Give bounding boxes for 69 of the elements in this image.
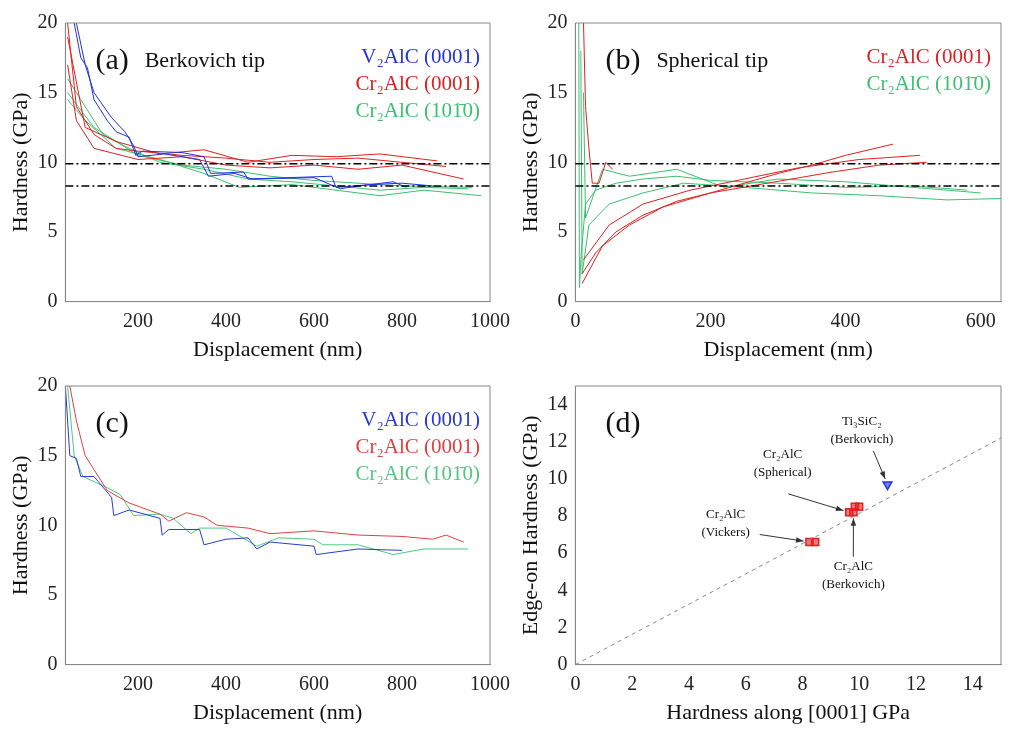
x-tick-label: 8 xyxy=(797,671,808,694)
text: Cr₂AlC (0001) xyxy=(355,70,480,95)
y-tick-label: 20 xyxy=(37,373,58,396)
x-tick-label: 12 xyxy=(905,671,926,694)
y-tick-label: 6 xyxy=(557,540,568,563)
y-tick-label: 10 xyxy=(37,149,58,172)
annotation: Berkovich tip xyxy=(144,46,266,72)
x-tick-label: 1000 xyxy=(470,308,510,331)
x-axis-title: Hardness along [0001] GPa xyxy=(666,698,911,724)
y-tick-label: 10 xyxy=(547,149,568,172)
x-tick-label: 1000 xyxy=(470,671,510,694)
y-tick-label: 15 xyxy=(37,79,58,102)
x-tick-label: 600 xyxy=(299,308,329,331)
x-tick-label: 10 xyxy=(849,671,870,694)
x-tick-label: 800 xyxy=(387,308,417,331)
x-tick-label: 600 xyxy=(965,308,996,331)
annotation: Cr₂AlC (Spherical) xyxy=(753,446,812,480)
y-tick-label: 20 xyxy=(547,10,568,33)
y-tick-label: 0 xyxy=(557,651,568,674)
x-tick-label: 800 xyxy=(387,671,417,694)
y-tick-label: 4 xyxy=(557,577,568,600)
x-tick-label: 400 xyxy=(211,308,241,331)
y-axis-title: Hardness (GPa) xyxy=(516,92,542,233)
x-axis-title: Displacement (nm) xyxy=(193,698,363,724)
x-tick-label: 400 xyxy=(211,671,241,694)
x-tick-label: 200 xyxy=(123,308,153,331)
x-tick-label: 2 xyxy=(627,671,638,694)
x-tick-label: 200 xyxy=(695,308,726,331)
y-tick-label: 0 xyxy=(557,288,568,311)
y-axis-title: Hardness (GPa) xyxy=(6,92,32,233)
y-tick-label: 5 xyxy=(47,582,58,605)
y-tick-label: 15 xyxy=(547,79,568,102)
y-tick-label: 15 xyxy=(37,442,58,465)
x-tick-label: 400 xyxy=(830,308,861,331)
y-tick-label: 10 xyxy=(37,512,58,535)
annotation: (b) xyxy=(605,41,641,76)
y-tick-label: 0 xyxy=(47,288,58,311)
y-tick-label: 5 xyxy=(47,219,58,242)
annotation: Cr₂AlC (Vickers) xyxy=(701,505,750,539)
y-axis-title: Hardness (GPa) xyxy=(6,455,32,596)
text: Cr₂AlC (101̄0) xyxy=(355,460,480,485)
annotation: Cr₂AlC (Berkovich) xyxy=(821,557,885,591)
y-tick-label: 20 xyxy=(37,10,58,33)
text: V₂AlC (0001) xyxy=(361,406,480,431)
text: Cr₂AlC (101̄0) xyxy=(866,70,991,95)
y-tick-label: 10 xyxy=(547,466,568,489)
x-tick-label: 200 xyxy=(123,671,153,694)
x-axis-title: Displacement (nm) xyxy=(193,335,363,361)
x-axis-title: Displacement (nm) xyxy=(703,335,873,361)
x-tick-label: 6 xyxy=(740,671,751,694)
y-tick-label: 8 xyxy=(557,503,568,526)
annotation: Spherical tip xyxy=(656,46,769,72)
x-tick-label: 600 xyxy=(299,671,329,694)
text: Cr₂AlC (0001) xyxy=(866,43,991,68)
text: Cr₂AlC (101̄0) xyxy=(355,97,480,122)
y-tick-label: 12 xyxy=(547,428,568,451)
annotation: (a) xyxy=(95,41,129,76)
y-tick-label: 5 xyxy=(557,219,568,242)
annotation: (d) xyxy=(605,404,641,439)
y-axis-title: Edge-on Hardness (GPa) xyxy=(516,415,542,636)
annotation: (c) xyxy=(95,404,129,439)
text: Cr₂AlC (0001) xyxy=(355,433,480,458)
annotation: Ti₃SiC₂ (Berkovich) xyxy=(830,413,894,446)
y-tick-label: 14 xyxy=(547,391,568,414)
x-tick-label: 4 xyxy=(683,671,694,694)
text: V₂AlC (0001) xyxy=(361,43,480,68)
y-tick-label: 2 xyxy=(557,614,568,637)
x-tick-label: 14 xyxy=(962,671,983,694)
y-tick-label: 0 xyxy=(47,651,58,674)
